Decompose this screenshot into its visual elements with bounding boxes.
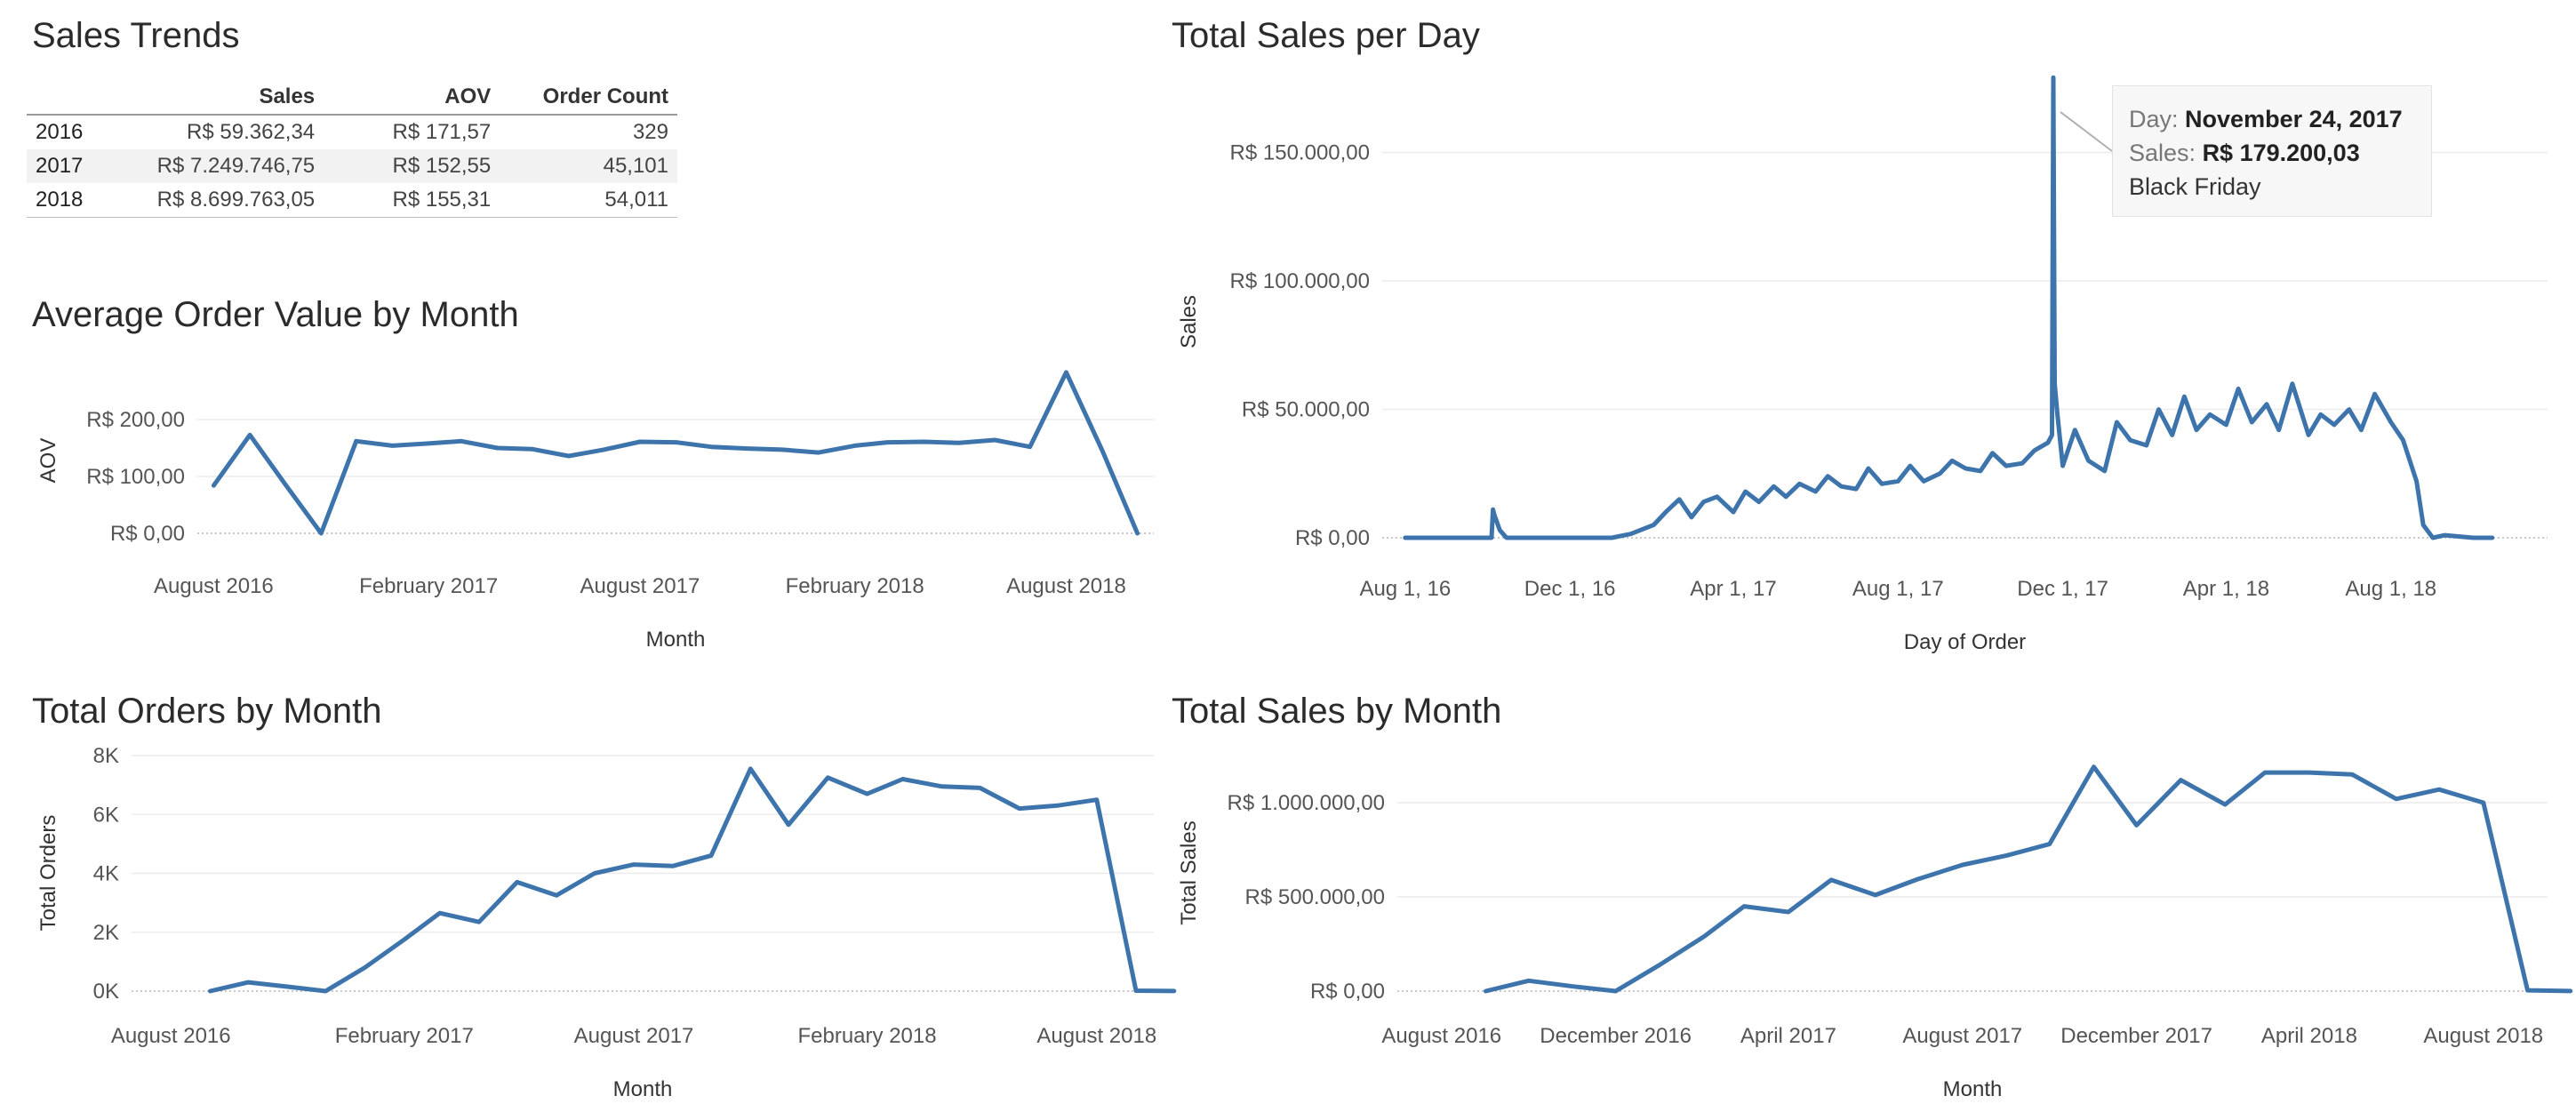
order-count-cell: 45,101 [500, 149, 677, 183]
y-tick-label: R$ 500.000,00 [1245, 885, 1385, 909]
x-tick-label: August 2018 [2423, 1024, 2543, 1048]
order-count-cell: 329 [632, 120, 668, 144]
y-tick-label: 4K [93, 862, 119, 886]
y-tick-label: R$ 100.000,00 [1230, 269, 1370, 293]
monthly-sales-chart-title: Total Sales by Month [1172, 692, 1502, 731]
x-tick-label: Aug 1, 18 [2345, 577, 2436, 601]
monthly-sales-chart: R$ 1.000.000,00 R$ 500.000,00 R$ 0,00 Augus… [1156, 738, 2576, 1120]
series-line [208, 766, 1177, 994]
x-tick-label: August 2018 [1006, 574, 1126, 598]
y-tick-label: R$ 0,00 [1295, 526, 1370, 550]
y-tick-label: R$ 50.000,00 [1242, 398, 1370, 422]
sales-trends-table: Sales AOV Order Count 2016 R$ 59.362,34 … [27, 80, 677, 218]
tooltip-sales-row: Sales: R$ 179.200,03 [2129, 136, 2415, 170]
year-cell: 2018 [27, 183, 118, 218]
x-tick-label: Dec 1, 17 [2017, 577, 2108, 601]
aov-chart-title: Average Order Value by Month [32, 295, 519, 334]
y-axis-title: Sales [1177, 295, 1201, 348]
x-tick-label: Apr 1, 18 [2183, 577, 2269, 601]
chart-tooltip: Day: November 24, 2017 Sales: R$ 179.200… [2112, 85, 2432, 217]
daily-sales-chart: R$ 150.000,00 R$ 100.000,00 R$ 50.000,00 R$… [1156, 62, 2576, 676]
sales-cell: R$ 8.699.763,05 [117, 183, 324, 218]
y-tick-label: 0K [93, 980, 119, 1004]
x-tick-label: August 2016 [154, 574, 274, 598]
x-tick-label: February 2018 [797, 1024, 936, 1048]
tooltip-day-label: Day: [2129, 106, 2179, 132]
x-axis-title: Month [613, 1077, 673, 1101]
x-tick-label: Apr 1, 17 [1690, 577, 1776, 601]
x-tick-label: August 2017 [1902, 1024, 2022, 1048]
year-header [27, 80, 118, 116]
monthly-sales-chart-svg: R$ 1.000.000,00 R$ 500.000,00 R$ 0,00 Augus… [1177, 764, 2573, 1101]
table-row: 2016 R$ 59.362,34 R$ 171,57 329 [27, 115, 677, 149]
tooltip-sales-label: Sales: [2129, 140, 2196, 166]
x-tick-label: April 2018 [2261, 1024, 2357, 1048]
sales-header: Sales [117, 80, 324, 116]
y-tick-label: 2K [93, 921, 119, 945]
aov-cell: R$ 152,55 [324, 149, 500, 183]
x-tick-label: Dec 1, 16 [1524, 577, 1616, 601]
x-tick-label: August 2017 [574, 1024, 694, 1048]
y-axis-title: Total Sales [1177, 820, 1201, 924]
table-row: 2018 R$ 8.699.763,05 R$ 155,31 54,011 [27, 183, 677, 218]
aov-cell: R$ 171,57 [392, 120, 492, 144]
year-cell: 2017 [27, 149, 118, 183]
x-tick-label: Aug 1, 17 [1852, 577, 1944, 601]
aov-chart-svg: R$ 200,00 R$ 100,00 R$ 0,00 August 2016 Febr… [36, 370, 1154, 652]
sales-cell: R$ 59.362,34 [187, 120, 316, 144]
tooltip-pointer-line [2060, 111, 2113, 152]
tooltip-sales-value: R$ 179.200,03 [2202, 140, 2360, 166]
x-axis-title: Day of Order [1904, 630, 2026, 654]
y-tick-label: R$ 100,00 [86, 465, 185, 489]
table-row: 2017 R$ 7.249.746,75 R$ 152,55 45,101 [27, 149, 677, 183]
orders-chart-svg: 8K 6K 4K 2K 0K August 2016 February 2017 August… [36, 744, 1177, 1101]
x-axis-title: Month [646, 628, 706, 652]
y-tick-label: R$ 0,00 [1310, 980, 1385, 1004]
x-tick-label: April 2017 [1740, 1024, 1836, 1048]
x-tick-label: August 2016 [1381, 1024, 1501, 1048]
y-tick-label: R$ 1.000.000,00 [1228, 791, 1385, 815]
tooltip-day-row: Day: November 24, 2017 [2129, 102, 2415, 136]
y-tick-label: 8K [93, 744, 119, 768]
series-line [1403, 75, 2495, 540]
aov-header: AOV [324, 80, 500, 116]
tooltip-note: Black Friday [2129, 173, 2261, 200]
y-tick-label: R$ 200,00 [86, 408, 185, 432]
table-header-row: Sales AOV Order Count [27, 80, 677, 116]
orders-chart-title: Total Orders by Month [32, 692, 382, 731]
y-axis-title: Total Orders [36, 815, 60, 932]
x-tick-label: August 2017 [580, 574, 700, 598]
series-line [211, 370, 1140, 536]
series-line [1484, 764, 2573, 994]
order-count-header: Order Count [500, 80, 677, 116]
x-tick-label: February 2017 [335, 1024, 474, 1048]
daily-sales-chart-title: Total Sales per Day [1172, 16, 1480, 55]
x-tick-label: December 2016 [1540, 1024, 1692, 1048]
orders-chart: 8K 6K 4K 2K 0K August 2016 February 2017 August… [0, 738, 1177, 1120]
y-tick-label: R$ 0,00 [110, 522, 185, 546]
x-tick-label: February 2017 [359, 574, 498, 598]
tooltip-day-value: November 24, 2017 [2185, 106, 2403, 132]
y-tick-label: R$ 150.000,00 [1230, 141, 1370, 165]
x-tick-label: August 2016 [111, 1024, 231, 1048]
y-axis-title: AOV [36, 438, 60, 484]
x-tick-label: December 2017 [2060, 1024, 2212, 1048]
sales-cell: R$ 7.249.746,75 [117, 149, 324, 183]
sales-trends-title: Sales Trends [32, 16, 240, 55]
year-cell: 2016 [36, 120, 84, 144]
x-axis-title: Month [1943, 1077, 2003, 1101]
aov-chart: R$ 200,00 R$ 100,00 R$ 0,00 August 2016 Febr… [0, 338, 1156, 658]
y-tick-label: 6K [93, 803, 119, 827]
aov-cell: R$ 155,31 [324, 183, 500, 218]
x-tick-label: February 2018 [786, 574, 924, 598]
x-tick-label: August 2018 [1036, 1024, 1156, 1048]
x-tick-label: Aug 1, 16 [1359, 577, 1451, 601]
daily-sales-chart-svg: R$ 150.000,00 R$ 100.000,00 R$ 50.000,00 R$… [1177, 75, 2548, 654]
order-count-cell: 54,011 [500, 183, 677, 218]
